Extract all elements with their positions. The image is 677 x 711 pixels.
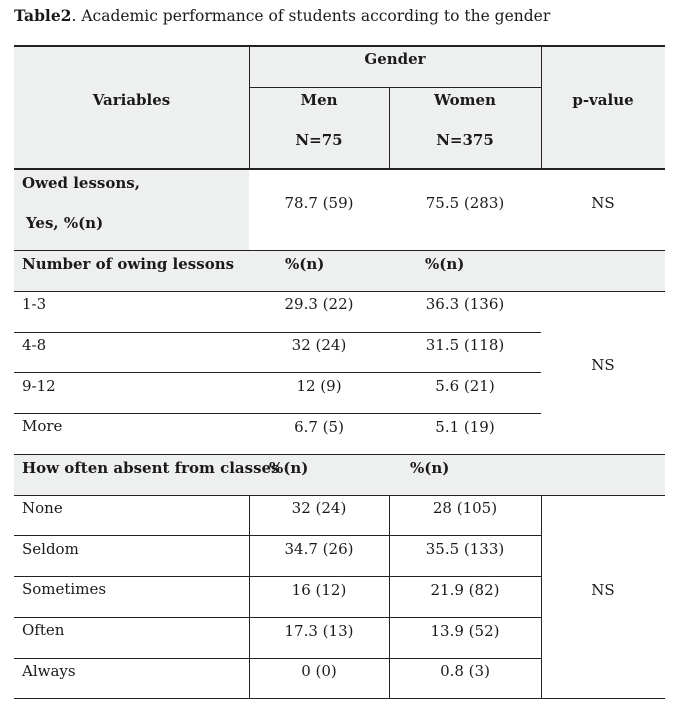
owing-row-2-men: 32 (24): [291, 336, 347, 354]
rule-bottom: [14, 698, 665, 699]
owing-row-4-label: More: [22, 417, 63, 435]
absent-row-3-men: 16 (12): [291, 581, 347, 599]
owed-p-value: NS: [591, 194, 615, 212]
owing-row-3-women: 5.6 (21): [435, 377, 495, 395]
absent-row-4-label: Often: [22, 621, 65, 639]
absent-p-value: NS: [591, 581, 615, 599]
owing-row-1-men: 29.3 (22): [284, 295, 354, 313]
header-gender: Gender: [364, 50, 426, 68]
absent-row-3-women: 21.9 (82): [430, 581, 500, 599]
rule-owing-2: [14, 372, 541, 373]
rule-gender-underline: [249, 87, 541, 88]
header-p-value: p-value: [572, 91, 634, 109]
header-variables: Variables: [92, 91, 171, 109]
owing-row-1-women: 36.3 (136): [425, 295, 505, 313]
absent-row-3-label: Sometimes: [22, 580, 107, 598]
absent-row-5-label: Always: [22, 662, 76, 680]
table-number: Table2: [14, 6, 72, 25]
table-title: . Academic performance of students accor…: [71, 7, 551, 25]
owing-women-unit: %(n): [425, 255, 465, 273]
absent-row-1-women: 28 (105): [432, 499, 498, 517]
rule-owed-bottom: [14, 250, 665, 251]
owed-label-line2: Yes, %(n): [26, 214, 104, 232]
owing-row-4-men: 6.7 (5): [294, 418, 344, 436]
table-caption: Table2. Academic performance of students…: [14, 6, 550, 25]
vrule-header-men: [389, 88, 390, 169]
absent-row-2-label: Seldom: [22, 540, 79, 558]
owing-p-value: NS: [591, 356, 615, 374]
absent-row-5-men: 0 (0): [301, 662, 337, 680]
absent-row-2-men: 34.7 (26): [284, 540, 354, 558]
rule-top: [14, 45, 665, 47]
owing-section-title: Number of owing lessons: [22, 255, 235, 273]
vrule-absent-variables: [249, 495, 250, 698]
rule-header-bottom: [14, 168, 665, 170]
owed-women: 75.5 (283): [425, 194, 505, 212]
owed-men: 78.7 (59): [284, 194, 354, 212]
rule-absent-4: [14, 658, 541, 659]
rule-owing-3: [14, 413, 541, 414]
rule-owing-title-bottom: [14, 291, 665, 292]
absent-section-title: How often absent from classes: [22, 459, 280, 477]
owing-row-3-men: 12 (9): [296, 377, 342, 395]
absent-row-5-women: 0.8 (3): [440, 662, 490, 680]
owing-row-4-women: 5.1 (19): [435, 418, 495, 436]
absent-section-background: [14, 454, 665, 495]
rule-owing-1: [14, 332, 541, 333]
rule-absent-1: [14, 535, 541, 536]
absent-row-1-label: None: [22, 499, 63, 517]
vrule-absent-women: [541, 495, 542, 698]
owing-section-background: [14, 250, 665, 291]
header-background: [14, 46, 665, 169]
owing-row-3-label: 9-12: [22, 377, 56, 395]
absent-row-1-men: 32 (24): [291, 499, 347, 517]
vrule-header-women: [541, 46, 542, 169]
absent-row-2-women: 35.5 (133): [425, 540, 505, 558]
rule-absent-2: [14, 576, 541, 577]
vrule-header-variables: [249, 46, 250, 169]
owing-men-unit: %(n): [285, 255, 325, 273]
header-men-n: N=75: [295, 131, 343, 149]
absent-men-unit: %(n): [269, 459, 309, 477]
absent-row-4-women: 13.9 (52): [430, 622, 500, 640]
owing-row-1-label: 1-3: [22, 295, 47, 313]
absent-women-unit: %(n): [410, 459, 450, 477]
owing-row-2-women: 31.5 (118): [425, 336, 505, 354]
owed-label-background: [14, 169, 249, 250]
rule-owing-bottom: [14, 454, 665, 455]
header-men: Men: [300, 91, 338, 109]
vrule-absent-men: [389, 495, 390, 698]
rule-absent-title-bottom: [14, 495, 665, 496]
rule-absent-3: [14, 617, 541, 618]
absent-row-4-men: 17.3 (13): [284, 622, 354, 640]
header-women-n: N=375: [436, 131, 494, 149]
header-women: Women: [434, 91, 496, 109]
owed-label-line1: Owed lessons,: [22, 174, 140, 192]
owing-row-2-label: 4-8: [22, 336, 47, 354]
